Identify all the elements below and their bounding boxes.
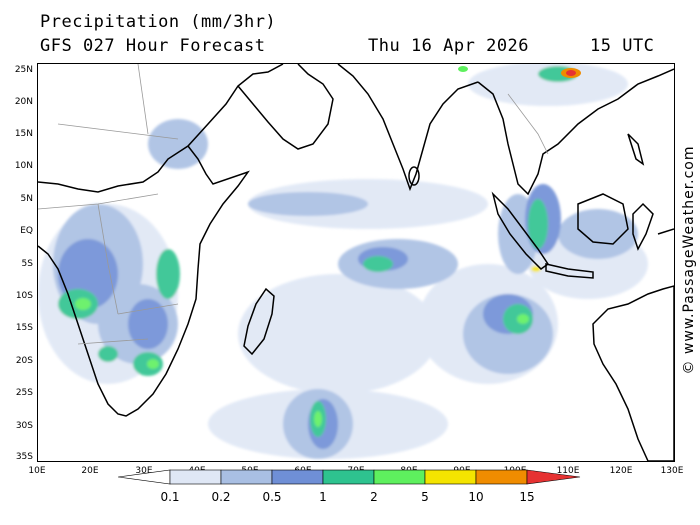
legend-label: 1 [319,490,327,504]
lat-label: 10S [15,291,33,301]
legend-swatch-6 [424,469,477,485]
legend-bar [117,469,581,485]
lat-label: 10N [14,161,33,171]
legend-label: 0.1 [160,490,180,504]
legend-label: 10 [468,490,484,504]
forecast-subtitle: GFS 027 Hour Forecast [40,36,266,56]
legend-label: 2 [370,490,378,504]
legend-swatch-5 [373,469,426,485]
legend-label: 0.2 [211,490,231,504]
legend-swatch-2 [220,469,273,485]
precipitation-field [38,64,648,459]
legend-swatch-1 [169,469,222,485]
heavy-precip-spot [458,66,581,78]
lon-label: 110E [556,466,580,476]
lon-label: 30E [135,466,153,476]
legend-swatch-8 [526,469,581,485]
map-title: Precipitation (mm/3hr) [40,12,277,32]
forecast-time: 15 UTC [590,36,655,56]
legend-swatch-3 [271,469,324,485]
lat-label: 35S [15,452,33,462]
coastlines [38,64,674,461]
lat-label: 20S [15,356,33,366]
lat-label: 25N [14,65,33,75]
lat-label: 30S [15,421,33,431]
lon-label: 10E [28,466,46,476]
legend-label: 0.5 [262,490,282,504]
lat-label: EQ [20,226,33,236]
legend-label: 5 [421,490,429,504]
lat-label: 5S [21,259,33,269]
lat-label: 15S [15,323,33,333]
site-credit: © www.PassageWeather.com [681,145,697,375]
color-legend: 0.1 0.2 0.5 1 2 5 10 15 [117,466,588,516]
lon-label: 120E [609,466,633,476]
lat-label: 25S [15,388,33,398]
map-canvas [38,64,674,461]
legend-swatch-0 [117,469,171,485]
forecast-date: Thu 16 Apr 2026 [368,36,530,56]
legend-swatch-4 [322,469,375,485]
legend-label: 15 [519,490,535,504]
lon-label: 130E [660,466,684,476]
lat-label: 15N [14,129,33,139]
lat-label: 20N [14,97,33,107]
lat-label: 5N [20,194,33,204]
country-borders [38,64,549,345]
legend-swatch-7 [475,469,528,485]
precipitation-map [37,63,675,462]
lon-label: 20E [81,466,99,476]
